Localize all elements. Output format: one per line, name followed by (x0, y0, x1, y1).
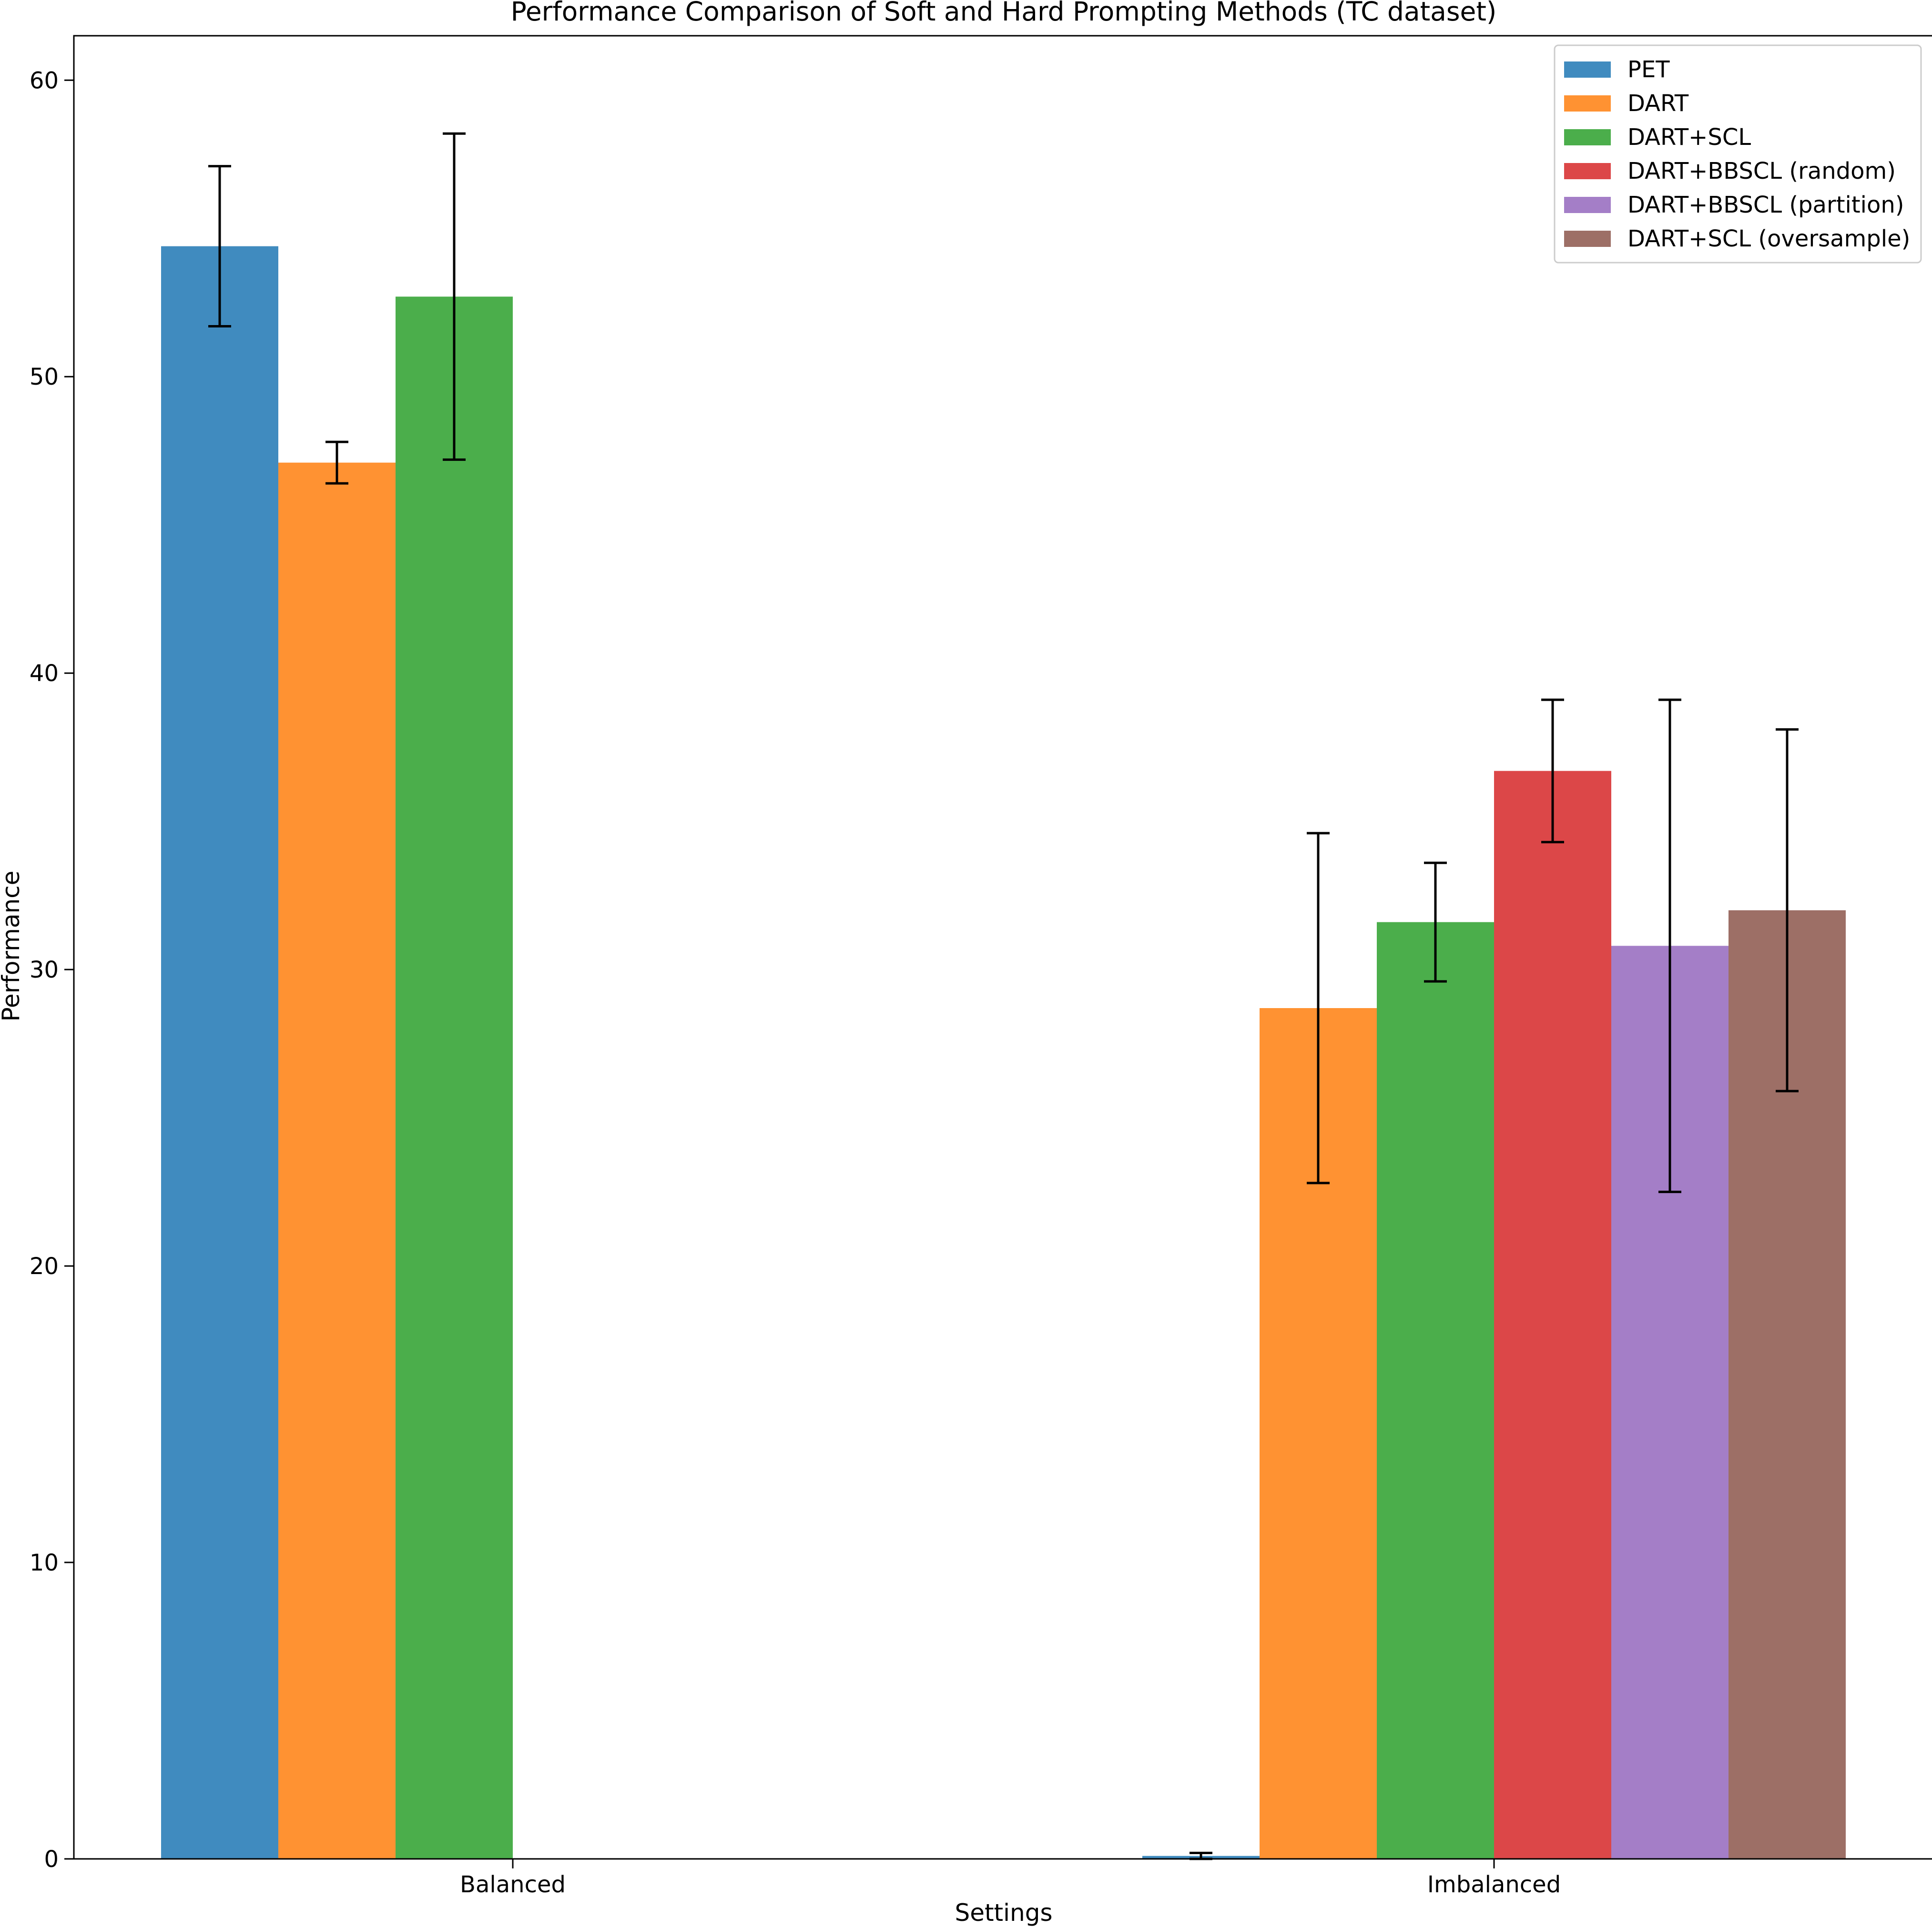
bar-dart-scl-imbalanced (1377, 922, 1494, 1859)
errorbar-dart-scl-balanced (443, 132, 466, 461)
legend-label-dart-bbscl-partition: DART+BBSCL (partition) (1627, 192, 1904, 218)
plot-frame (73, 35, 1932, 1860)
y-tick-label: 0 (44, 1846, 59, 1873)
errorbar-dart-scl-imbalanced (1424, 861, 1447, 983)
errorbar-pet-balanced (208, 165, 231, 328)
x-tick-label-balanced: Balanced (460, 1871, 566, 1898)
legend-swatch-dart-scl (1564, 129, 1611, 145)
bar-dart-bbscl-random-imbalanced (1494, 771, 1611, 1859)
y-tick-label: 30 (30, 957, 59, 983)
legend-swatch-dart-scl-oversample (1564, 231, 1611, 247)
x-axis-ticks: Balanced Imbalanced (460, 1859, 1561, 1898)
y-tick-label: 50 (30, 364, 59, 390)
legend-swatch-dart (1564, 95, 1611, 112)
legend-swatch-dart-bbscl-random (1564, 163, 1611, 179)
errorbar-dart-balanced (325, 440, 348, 485)
legend-swatch-pet (1564, 61, 1611, 78)
y-tick-label: 60 (30, 67, 59, 94)
legend: PET DART DART+SCL DART+BBSCL (random) DART+B… (1554, 44, 1922, 264)
legend-label-dart: DART (1627, 90, 1689, 117)
legend-label-pet: PET (1627, 56, 1670, 83)
y-tick-label: 10 (30, 1550, 59, 1576)
legend-box (1554, 44, 1922, 264)
errorbar-dart-scl-oversample-imbalanced (1776, 728, 1799, 1092)
errorbars-layer (208, 132, 1799, 1860)
bar-pet-balanced (161, 246, 278, 1859)
bar-dart-balanced (278, 462, 396, 1859)
y-axis-label: Performance (0, 871, 25, 1022)
y-axis-ticks: 0 10 20 30 40 50 60 (30, 67, 74, 1873)
x-axis-label: Settings (955, 1899, 1052, 1927)
legend-label-dart-scl: DART+SCL (1627, 124, 1751, 151)
legend-swatch-dart-bbscl-partition (1564, 197, 1611, 213)
legend-label-dart-scl-oversample: DART+SCL (oversample) (1627, 225, 1910, 252)
x-tick-label-imbalanced: Imbalanced (1427, 1871, 1561, 1898)
chart-title: Performance Comparison of Soft and Hard … (511, 0, 1497, 27)
bar-dart-scl-balanced (396, 296, 513, 1859)
y-tick-label: 40 (30, 660, 59, 687)
legend-label-dart-bbscl-random: DART+BBSCL (random) (1627, 158, 1896, 184)
errorbar-dart-bbscl-random-imbalanced (1541, 698, 1564, 844)
errorbar-dart-bbscl-partition-imbalanced (1658, 698, 1681, 1194)
errorbar-dart-imbalanced (1307, 832, 1330, 1184)
bars-layer (161, 246, 1846, 1859)
y-tick-label: 20 (30, 1253, 59, 1280)
